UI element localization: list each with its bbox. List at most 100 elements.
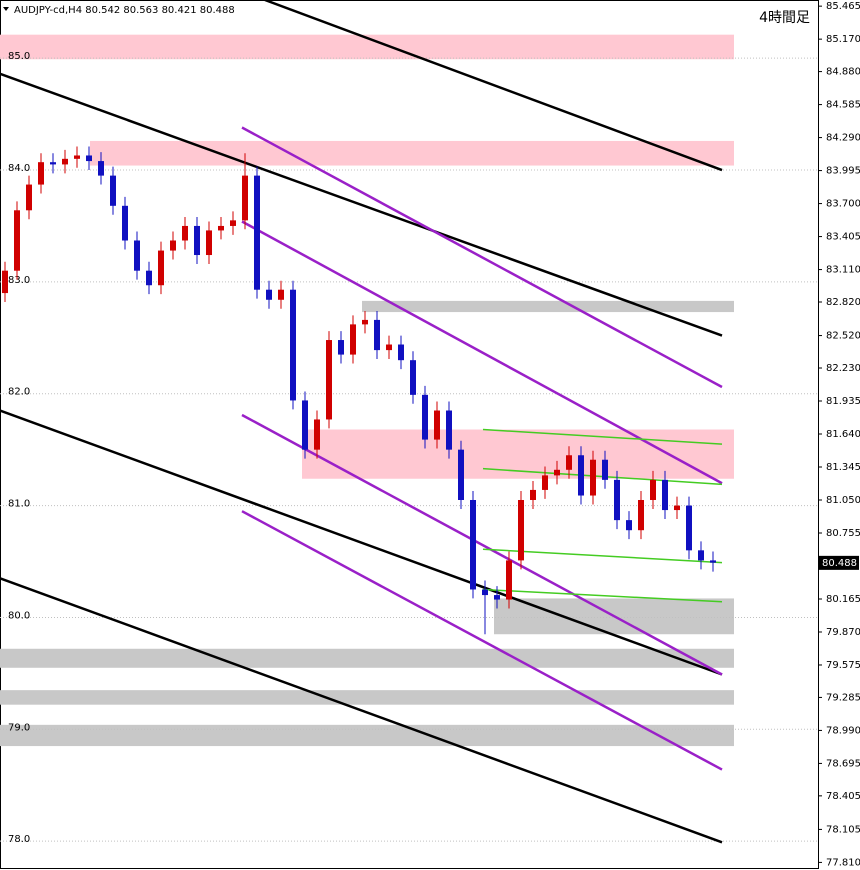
candle-body <box>638 499 644 531</box>
candle-body <box>146 270 152 286</box>
candle-body <box>122 205 128 241</box>
candle-body <box>254 175 260 290</box>
trend-line <box>0 577 723 844</box>
level-label: 83.0 <box>8 275 30 286</box>
y-tick-label: 83.700 <box>826 199 860 210</box>
candle-body <box>206 230 212 256</box>
candle-body <box>554 469 560 476</box>
y-tick-label: 85.465 <box>826 1 860 12</box>
trend-line <box>264 0 723 172</box>
candle-body <box>314 419 320 450</box>
y-tick-label: 81.345 <box>826 462 860 473</box>
candle-body <box>602 459 608 480</box>
y-tick-label: 84.290 <box>826 133 860 144</box>
y-tick-label: 83.405 <box>826 232 860 243</box>
trend-line <box>482 588 723 603</box>
candle-body <box>266 289 272 300</box>
y-tick-label: 81.935 <box>826 396 860 407</box>
chart-title: AUDJPY-cd,H4 80.542 80.563 80.421 80.488 <box>14 5 235 16</box>
candle-body <box>98 161 104 176</box>
menu-arrow <box>3 7 9 11</box>
y-tick-label: 79.870 <box>826 627 860 638</box>
trend-line <box>241 510 723 771</box>
candle-body <box>518 499 524 561</box>
candle-body <box>614 479 620 521</box>
y-tick-label: 85.170 <box>826 34 860 45</box>
y-tick-label: 84.585 <box>826 100 860 111</box>
trend-line <box>241 126 723 389</box>
candle-body <box>710 560 716 563</box>
y-tick-label: 81.050 <box>826 495 860 506</box>
candle-body <box>410 360 416 395</box>
candle-body <box>242 175 248 221</box>
candle-body <box>86 155 92 162</box>
candle-body <box>698 550 704 561</box>
level-label: 85.0 <box>8 51 30 62</box>
candle-body <box>62 158 68 165</box>
y-tick-label: 83.995 <box>826 166 860 177</box>
y-tick-label: 80.165 <box>826 594 860 605</box>
zone <box>362 300 734 313</box>
price-tag <box>819 555 859 570</box>
trend-line <box>0 72 723 337</box>
timeframe-label: 4時間足 <box>759 10 810 26</box>
candle-body <box>170 240 176 251</box>
y-tick-label: 81.640 <box>826 429 860 440</box>
y-tick-label: 83.110 <box>826 265 860 276</box>
candle-body <box>506 560 512 600</box>
y-tick-label: 79.285 <box>826 692 860 703</box>
level-label: 81.0 <box>8 499 30 510</box>
level-label: 80.0 <box>8 610 30 621</box>
candle-body <box>530 489 536 500</box>
candle-body <box>50 162 56 165</box>
zone <box>0 690 734 705</box>
candle-body <box>350 324 356 355</box>
candle-body <box>566 455 572 470</box>
candle-body <box>362 319 368 325</box>
candle-body <box>74 155 80 159</box>
candle-body <box>182 225 188 241</box>
candle-body <box>218 225 224 231</box>
candle-body <box>470 499 476 590</box>
zone <box>0 724 734 747</box>
candle-body <box>398 344 404 361</box>
candle-body <box>2 270 8 294</box>
candle-body <box>110 175 116 206</box>
candle-body <box>386 344 392 351</box>
candle-body <box>434 410 440 440</box>
candle-body <box>278 289 284 300</box>
level-label: 84.0 <box>8 163 30 174</box>
candle-body <box>494 595 500 600</box>
candle-body <box>650 479 656 500</box>
candle-body <box>590 459 596 496</box>
candle-body <box>290 289 296 401</box>
candle-body <box>422 394 428 440</box>
y-tick-label: 77.810 <box>826 857 860 868</box>
candle-body <box>446 410 452 450</box>
y-tick-label: 82.230 <box>826 363 860 374</box>
candle-body <box>458 449 464 500</box>
y-tick-label: 80.755 <box>826 528 860 539</box>
candle-body <box>302 400 308 450</box>
level-label: 82.0 <box>8 387 30 398</box>
y-tick-label: 78.695 <box>826 758 860 769</box>
candle-body <box>542 475 548 490</box>
candle-body <box>482 589 488 596</box>
zone <box>0 648 734 668</box>
candle-body <box>134 240 140 271</box>
candle-body <box>230 220 236 226</box>
price-tag-label: 80.488 <box>822 558 857 569</box>
y-tick-label: 82.820 <box>826 297 860 308</box>
candle-body <box>38 162 44 185</box>
y-tick-label: 78.105 <box>826 824 860 835</box>
trend-line <box>482 428 723 445</box>
candle-body <box>686 505 692 551</box>
y-tick-label: 82.520 <box>826 331 860 342</box>
candle-body <box>338 340 344 355</box>
trend-line <box>0 409 723 676</box>
y-tick-label: 78.405 <box>826 791 860 802</box>
candle-body <box>326 340 332 420</box>
candle-body <box>194 225 200 256</box>
candle-body <box>626 520 632 531</box>
